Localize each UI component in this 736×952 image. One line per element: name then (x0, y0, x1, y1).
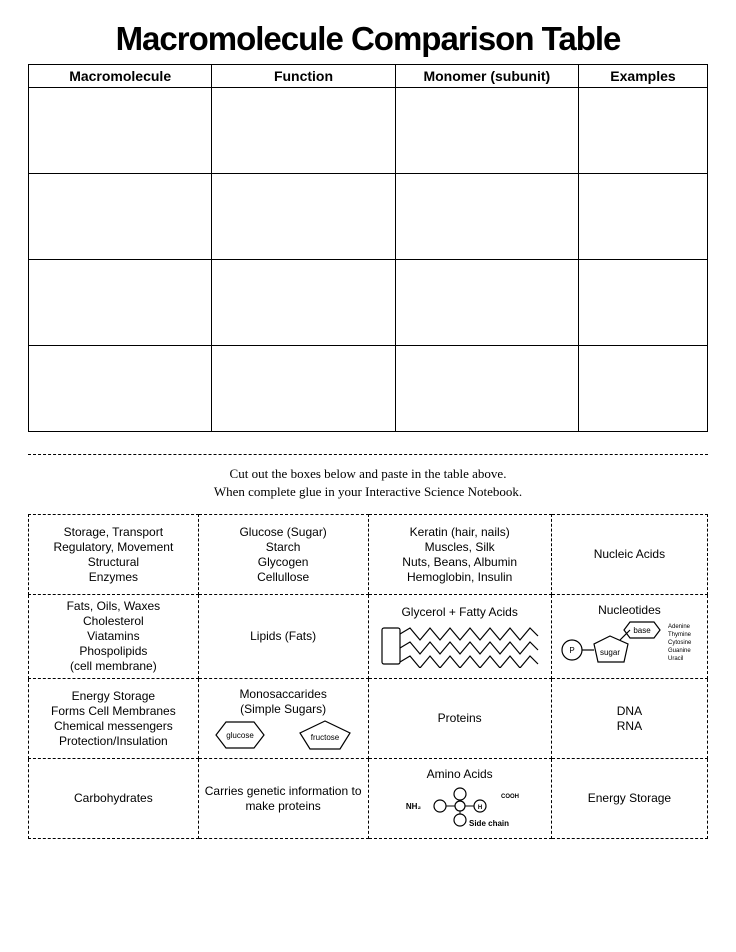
blank-cell (578, 174, 707, 260)
cell-text: Nucleic Acids (558, 547, 701, 562)
cell-text: Energy Storage (35, 689, 192, 704)
cell-title: Glycerol + Fatty Acids (375, 605, 545, 620)
cell-text: Starch (205, 540, 362, 555)
cell-text: Regulatory, Movement (35, 540, 192, 555)
page-title: Macromolecule Comparison Table (28, 20, 708, 58)
svg-text:COOH: COOH (501, 794, 519, 800)
cell-text: Glucose (Sugar) (205, 525, 362, 540)
cutout-cell: Nucleic Acids (551, 515, 707, 595)
cutout-cell: Monosaccarides(Simple Sugars) glucose fruc… (198, 679, 368, 759)
cut-line-divider (28, 454, 708, 455)
cell-text: Enzymes (35, 570, 192, 585)
fructose-pentagon-icon: fructose (298, 719, 352, 751)
svg-text:sugar: sugar (600, 648, 620, 657)
blank-cell (212, 260, 395, 346)
blank-cell (395, 346, 578, 432)
cutout-cell: Storage, TransportRegulatory, MovementSt… (29, 515, 199, 595)
svg-text:Uracil: Uracil (668, 656, 683, 662)
cutout-cell: Nucleotides Psugar base Adenine Thymine Cytos… (551, 595, 707, 679)
cell-title: Monosaccarides (205, 687, 362, 702)
blank-cell (212, 174, 395, 260)
cell-text: Nuts, Beans, Albumin (375, 555, 545, 570)
blank-cell (578, 88, 707, 174)
blank-cell (29, 346, 212, 432)
blank-cell (578, 346, 707, 432)
column-header: Examples (578, 65, 707, 88)
cell-text: Carbohydrates (35, 791, 192, 806)
column-header: Macromolecule (29, 65, 212, 88)
instructions-line1: Cut out the boxes below and paste in the… (28, 465, 708, 483)
cell-text: Fats, Oils, Waxes (35, 599, 192, 614)
cell-text: Structural (35, 555, 192, 570)
cutout-cell: Fats, Oils, WaxesCholesterolViataminsPho… (29, 595, 199, 679)
svg-text:fructose: fructose (311, 733, 340, 742)
blank-cell (395, 260, 578, 346)
blank-cell (29, 88, 212, 174)
column-header: Function (212, 65, 395, 88)
cell-subtitle: (Simple Sugars) (205, 702, 362, 717)
cell-text: DNA (558, 704, 701, 719)
cutout-cell: Carbohydrates (29, 759, 199, 839)
svg-text:Guanine: Guanine (668, 648, 691, 654)
blank-cell (578, 260, 707, 346)
cutout-cell: Keratin (hair, nails)Muscles, SilkNuts, … (368, 515, 551, 595)
svg-text:P: P (569, 646, 574, 655)
blank-cell (395, 88, 578, 174)
svg-text:H: H (477, 805, 481, 811)
glucose-hexagon-icon: glucose (214, 720, 266, 750)
cell-text: Lipids (Fats) (205, 629, 362, 644)
svg-text:NH₂: NH₂ (406, 802, 422, 811)
cell-text: Carries genetic information to (205, 784, 362, 799)
cutout-cell: Proteins (368, 679, 551, 759)
cell-text: Cellullose (205, 570, 362, 585)
cell-text: Protection/Insulation (35, 734, 192, 749)
cutout-cell: Lipids (Fats) (198, 595, 368, 679)
svg-text:base: base (633, 626, 651, 635)
cell-text: Chemical messengers (35, 719, 192, 734)
cutout-cell: Amino Acids NH₂ H COOH Side chain (368, 759, 551, 839)
blank-cell (29, 174, 212, 260)
blank-cell (29, 260, 212, 346)
cutout-cell: Carries genetic information tomake prote… (198, 759, 368, 839)
cell-text: Proteins (375, 711, 545, 726)
cell-text: Muscles, Silk (375, 540, 545, 555)
column-header: Monomer (subunit) (395, 65, 578, 88)
cell-text: Cholesterol (35, 614, 192, 629)
cell-text: make proteins (205, 799, 362, 814)
cell-text: (cell membrane) (35, 659, 192, 674)
cell-text: Viatamins (35, 629, 192, 644)
cutout-cell: Glucose (Sugar)StarchGlycogenCellullose (198, 515, 368, 595)
cell-text: Storage, Transport (35, 525, 192, 540)
svg-text:Adenine: Adenine (668, 624, 691, 630)
cell-title: Amino Acids (375, 767, 545, 782)
cell-text: Forms Cell Membranes (35, 704, 192, 719)
instructions: Cut out the boxes below and paste in the… (28, 465, 708, 500)
cell-text: Hemoglobin, Insulin (375, 570, 545, 585)
nucleotide-icon: Psugar base Adenine Thymine Cytosine Guanine U… (558, 618, 708, 670)
blank-cell (212, 346, 395, 432)
cell-text: Energy Storage (558, 791, 701, 806)
cell-text: Phospolipids (35, 644, 192, 659)
cutout-cell: Energy Storage (551, 759, 707, 839)
cell-text: RNA (558, 719, 701, 734)
svg-text:Side chain: Side chain (469, 819, 509, 828)
cell-text: Keratin (hair, nails) (375, 525, 545, 540)
cutout-cell: DNARNA (551, 679, 707, 759)
svg-text:Thymine: Thymine (668, 632, 692, 638)
cutout-cell: Glycerol + Fatty Acids (368, 595, 551, 679)
fatty-acid-icon (380, 620, 540, 668)
svg-text:Cytosine: Cytosine (668, 640, 692, 646)
amino-acid-icon: NH₂ H COOH Side chain (385, 782, 535, 830)
comparison-table: MacromoleculeFunctionMonomer (subunit)Ex… (28, 64, 708, 432)
blank-cell (395, 174, 578, 260)
cell-text: Glycogen (205, 555, 362, 570)
instructions-line2: When complete glue in your Interactive S… (28, 483, 708, 501)
cutout-cell: Energy StorageForms Cell MembranesChemic… (29, 679, 199, 759)
blank-cell (212, 88, 395, 174)
cell-title: Nucleotides (558, 603, 701, 618)
cutout-table: Storage, TransportRegulatory, MovementSt… (28, 514, 708, 839)
svg-text:glucose: glucose (226, 731, 254, 740)
